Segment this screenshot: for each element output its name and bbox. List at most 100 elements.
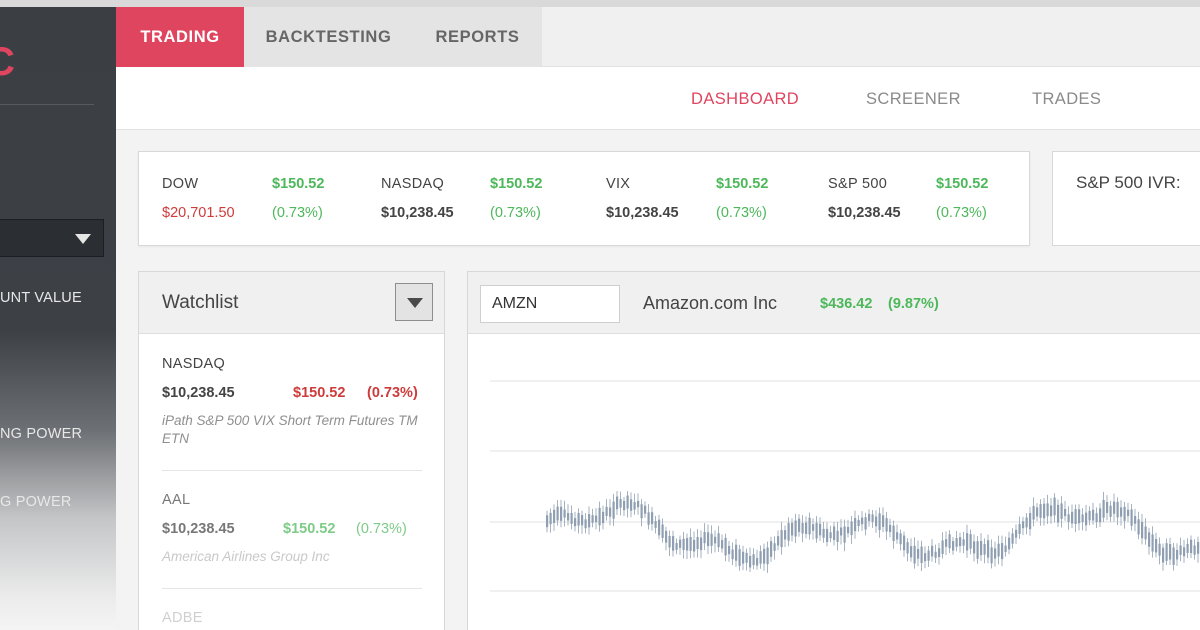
candle-body — [1032, 505, 1035, 520]
candle-body — [1183, 547, 1186, 557]
ticker-input[interactable] — [480, 285, 620, 323]
candle-body — [973, 541, 976, 554]
candle-body — [703, 531, 706, 544]
watchlist-title: Watchlist — [162, 292, 239, 313]
candle-body — [948, 534, 951, 549]
candle-body — [640, 504, 643, 519]
watch-symbol: ADBE — [162, 610, 203, 626]
tab-backtesting[interactable]: BACKTESTING — [244, 7, 413, 67]
candle-body — [738, 549, 741, 566]
chevron-down-icon — [407, 298, 423, 308]
candle-body — [707, 532, 710, 547]
candle-body — [756, 558, 759, 566]
index-name: NASDAQ — [381, 176, 445, 192]
candle-body — [735, 544, 738, 561]
account-select[interactable] — [0, 219, 104, 257]
subnav-trades[interactable]: TRADES — [1032, 90, 1102, 108]
tab-reports[interactable]: REPORTS — [413, 7, 542, 67]
candle-body — [616, 496, 619, 510]
candle-body — [546, 515, 549, 528]
candle-body — [805, 522, 808, 534]
candle-body — [1197, 542, 1200, 554]
list-divider — [162, 470, 422, 471]
candle-body — [1127, 509, 1130, 517]
candle-body — [637, 500, 640, 508]
candle-body — [906, 542, 909, 554]
candle-body — [934, 551, 937, 558]
candle-body — [626, 495, 629, 509]
candle-body — [728, 545, 731, 555]
candle-body — [780, 530, 783, 548]
stock-change-pct: (9.87%) — [888, 296, 939, 312]
watch-description: iPath S&P 500 VIX Short Term Futures TM … — [162, 413, 418, 446]
watch-description: American Airlines Group Inc — [162, 549, 330, 564]
watch-change: $150.52 — [283, 521, 336, 537]
index-change: $150.52 — [272, 176, 325, 192]
candle-body — [1176, 549, 1179, 560]
sidebar-label-account-value: UNT VALUE — [0, 290, 82, 306]
candle-body — [742, 551, 745, 564]
candle-body — [980, 541, 983, 556]
candle-body — [1064, 508, 1067, 517]
candle-body — [1060, 503, 1063, 519]
candle-body — [1134, 516, 1137, 524]
tab-trading[interactable]: TRADING — [116, 7, 244, 67]
candle-body — [808, 517, 811, 535]
candle-body — [1015, 529, 1018, 538]
index-value: $10,238.45 — [828, 205, 901, 221]
candle-body — [731, 549, 734, 560]
ivr-card: S&P 500 IVR: — [1052, 151, 1200, 246]
candle-body — [1095, 513, 1098, 522]
candle-body — [1036, 507, 1039, 517]
subnav-screener[interactable]: SCREENER — [866, 90, 961, 108]
candle-body — [1039, 504, 1042, 518]
candle-body — [903, 535, 906, 551]
candle-body — [1102, 500, 1105, 518]
chart-header: Amazon.com Inc $436.42 (9.87%) — [468, 272, 1200, 334]
candle-body — [721, 540, 724, 549]
candle-body — [763, 548, 766, 564]
candle-body — [931, 545, 934, 557]
candle-body — [955, 538, 958, 547]
candle-body — [1046, 503, 1049, 517]
candle-body — [644, 505, 647, 514]
candle-body — [801, 522, 804, 534]
candle-body — [864, 517, 867, 530]
subnav-dashboard[interactable]: DASHBOARD — [691, 90, 800, 108]
candle-body — [1004, 545, 1007, 553]
candle-body — [658, 519, 661, 536]
candle-body — [850, 521, 853, 536]
candle-body — [1025, 517, 1028, 528]
candle-body — [1011, 533, 1014, 544]
candle-body — [717, 533, 720, 548]
candle-body — [1029, 513, 1032, 530]
market-indices-card: DOW $20,701.50 $150.52 (0.73%) NASDAQ $1… — [138, 151, 1030, 246]
candle-body — [1113, 501, 1116, 514]
chevron-down-icon — [75, 234, 91, 244]
candle-body — [899, 533, 902, 545]
candle-body — [689, 536, 692, 551]
top-nav: TRADING BACKTESTING REPORTS — [116, 7, 1200, 67]
candle-body — [822, 528, 825, 538]
candle-body — [588, 514, 591, 528]
candle-body — [560, 506, 563, 521]
sub-nav: DASHBOARD SCREENER TRADES — [116, 67, 1200, 130]
watch-change-pct: (0.73%) — [356, 521, 407, 537]
candle-body — [556, 506, 559, 521]
candle-body — [686, 538, 689, 551]
price-chart[interactable] — [468, 335, 1200, 630]
candle-body — [549, 512, 552, 525]
candle-body — [896, 532, 899, 540]
watchlist-dropdown-button[interactable] — [395, 283, 433, 321]
index-change: $150.52 — [490, 176, 543, 192]
candle-body — [766, 547, 769, 565]
candle-body — [924, 553, 927, 562]
candle-body — [745, 552, 748, 563]
candle-body — [976, 541, 979, 559]
candle-body — [1130, 509, 1133, 526]
candle-body — [633, 502, 636, 510]
candle-body — [819, 523, 822, 536]
candle-body — [1186, 544, 1189, 553]
candle-body — [1057, 504, 1060, 523]
candle-body — [752, 554, 755, 566]
